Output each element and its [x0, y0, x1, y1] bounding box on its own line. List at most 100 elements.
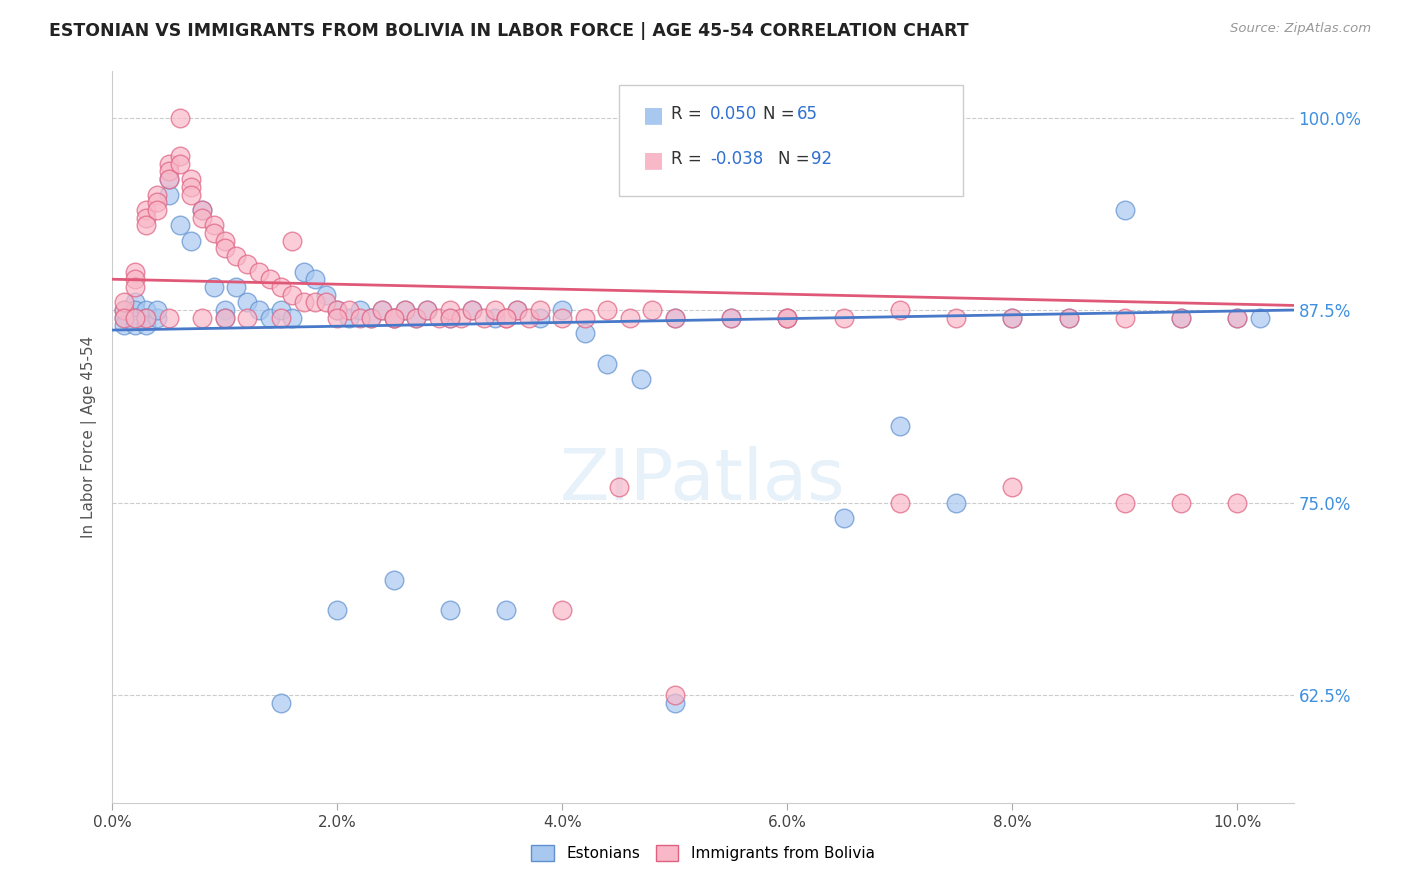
Text: 92: 92: [811, 150, 832, 168]
Point: [427, 310, 450, 325]
Point: [1170, 495, 1192, 509]
Point: [259, 272, 281, 286]
Point: [157, 172, 180, 186]
Point: [270, 280, 292, 294]
Text: Source: ZipAtlas.com: Source: ZipAtlas.com: [1230, 22, 1371, 36]
Point: [304, 272, 326, 286]
Point: [945, 310, 967, 325]
Point: [776, 310, 799, 325]
Point: [124, 272, 146, 286]
Point: [135, 310, 157, 325]
Point: [124, 264, 146, 278]
Point: [1001, 310, 1024, 325]
Point: [225, 249, 247, 263]
Point: [472, 310, 495, 325]
Point: [450, 310, 472, 325]
Point: [371, 303, 394, 318]
Point: [214, 310, 236, 325]
Text: R =: R =: [671, 105, 707, 123]
Text: N =: N =: [778, 150, 814, 168]
Point: [247, 264, 270, 278]
Text: 0.050: 0.050: [710, 105, 758, 123]
Point: [180, 234, 202, 248]
Point: [945, 495, 967, 509]
Point: [112, 310, 135, 325]
Point: [1170, 310, 1192, 325]
Point: [630, 372, 652, 386]
Point: [202, 219, 225, 233]
Point: [135, 310, 157, 325]
Point: [270, 303, 292, 318]
Point: [1226, 495, 1249, 509]
Point: [495, 310, 517, 325]
Point: [202, 226, 225, 240]
Point: [664, 688, 686, 702]
Point: [225, 280, 247, 294]
Point: [394, 303, 416, 318]
Point: [349, 303, 371, 318]
Y-axis label: In Labor Force | Age 45-54: In Labor Force | Age 45-54: [80, 336, 97, 538]
Point: [247, 303, 270, 318]
Point: [574, 326, 596, 340]
Point: [180, 187, 202, 202]
Point: [292, 295, 315, 310]
Point: [146, 303, 169, 318]
Text: N =: N =: [763, 105, 800, 123]
Point: [832, 511, 855, 525]
Point: [517, 310, 540, 325]
Point: [326, 303, 349, 318]
Point: [236, 310, 259, 325]
Point: [360, 310, 382, 325]
Text: R =: R =: [671, 150, 707, 168]
Point: [124, 310, 146, 325]
Point: [124, 318, 146, 333]
Point: [180, 172, 202, 186]
Point: [337, 303, 360, 318]
Point: [157, 164, 180, 178]
Point: [405, 310, 427, 325]
Point: [146, 195, 169, 210]
Point: [281, 310, 304, 325]
Point: [461, 303, 484, 318]
Point: [619, 310, 641, 325]
Point: [112, 318, 135, 333]
Point: [529, 303, 551, 318]
Point: [146, 187, 169, 202]
Point: [720, 310, 742, 325]
Point: [664, 696, 686, 710]
Point: [112, 303, 135, 318]
Point: [720, 310, 742, 325]
Text: 65: 65: [797, 105, 818, 123]
Point: [135, 303, 157, 318]
Point: [1001, 480, 1024, 494]
Text: ■: ■: [643, 105, 664, 125]
Point: [326, 303, 349, 318]
Point: [529, 310, 551, 325]
Point: [236, 295, 259, 310]
Point: [776, 310, 799, 325]
Point: [495, 310, 517, 325]
Point: [112, 295, 135, 310]
Point: [169, 149, 191, 163]
Point: [236, 257, 259, 271]
Point: [664, 310, 686, 325]
Point: [157, 187, 180, 202]
Point: [1001, 310, 1024, 325]
Point: [461, 303, 484, 318]
Point: [1114, 202, 1136, 217]
Point: [832, 310, 855, 325]
Point: [405, 310, 427, 325]
Point: [124, 303, 146, 318]
Point: [135, 202, 157, 217]
Point: [664, 310, 686, 325]
Point: [889, 303, 911, 318]
Point: [326, 603, 349, 617]
Point: [214, 303, 236, 318]
Point: [214, 242, 236, 256]
Point: [1226, 310, 1249, 325]
Point: [214, 234, 236, 248]
Point: [495, 603, 517, 617]
Point: [416, 303, 439, 318]
Point: [382, 310, 405, 325]
Point: [214, 310, 236, 325]
